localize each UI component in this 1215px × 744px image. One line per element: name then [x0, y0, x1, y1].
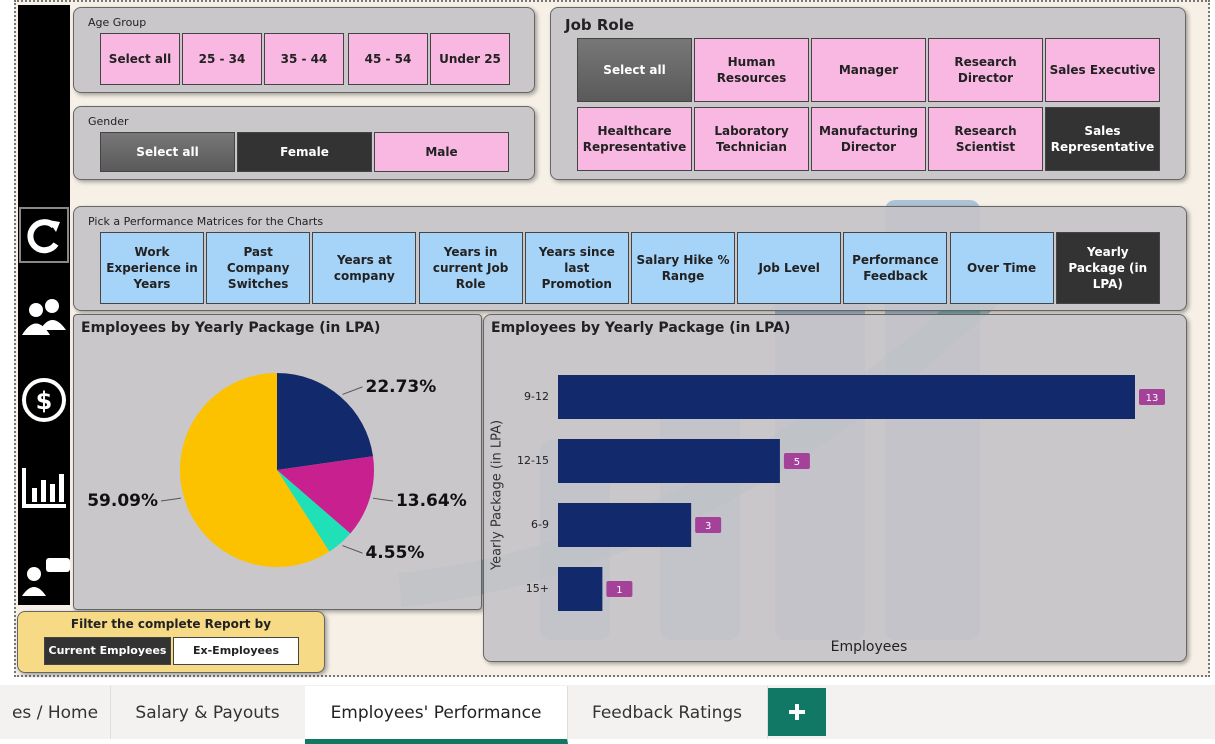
add-tab[interactable] [768, 688, 826, 736]
slicer-button[interactable]: Past Company Switches [206, 232, 311, 304]
slicer-button[interactable]: Male [374, 132, 509, 172]
bar [558, 503, 692, 547]
slicer-button[interactable]: Under 25 [430, 33, 510, 85]
slicer-button[interactable]: 45 - 54 [348, 33, 428, 85]
slicer-button[interactable]: Job Level [737, 232, 842, 304]
bar [558, 439, 780, 483]
slicer-button[interactable]: Ex-Employees [173, 637, 299, 665]
y-tick-label: 6-9 [531, 518, 549, 531]
tab-bar [0, 685, 1215, 739]
filter-title: Filter the complete Report by [70, 617, 272, 631]
slicer-button[interactable]: Current Employees [44, 637, 171, 665]
data-label: 1 [616, 585, 622, 596]
data-label: 59.09% [87, 491, 158, 511]
slicer-button[interactable]: Female [237, 132, 372, 172]
slicer-title: Job Role [565, 16, 635, 34]
chart-title: Employees by Yearly Package (in LPA) [491, 320, 790, 336]
slicer-button[interactable]: Over Time [949, 232, 1054, 304]
slicer-button[interactable]: Yearly Package (in LPA) [1055, 232, 1160, 304]
slicer-button[interactable]: Research Director [928, 38, 1043, 102]
slicer-button[interactable]: 25 - 34 [182, 33, 262, 85]
page-tab[interactable]: Employees' Performance [305, 686, 568, 744]
leader-line [342, 545, 363, 554]
slicer-button[interactable]: Sales Executive [1045, 38, 1160, 102]
slicer-button[interactable]: Laboratory Technician [694, 107, 809, 171]
leader-line [160, 497, 182, 502]
slicer-button[interactable]: Years since last Promotion [524, 232, 629, 304]
slicer-button[interactable]: Manufacturing Director [811, 107, 926, 171]
pie-slice [277, 470, 351, 552]
slicer-title: Age Group [88, 16, 147, 29]
page-tab[interactable]: Salary & Payouts [110, 686, 306, 739]
slicer-button[interactable]: Select all [100, 132, 235, 172]
leader-line [342, 386, 363, 395]
y-axis-title: Yearly Package (in LPA) [490, 420, 505, 571]
slicer-button[interactable]: Years at company [312, 232, 417, 304]
chart-title: Employees by Yearly Package (in LPA) [81, 320, 380, 336]
charts: Employees by Yearly Package (in LPA) 22.7… [81, 320, 1165, 655]
svg-text:$: $ [36, 387, 53, 415]
slicer-button[interactable]: Manager [811, 38, 926, 102]
slicer-button[interactable]: Select all [100, 33, 180, 85]
slicer-button[interactable]: Select all [577, 38, 692, 102]
slicer-button[interactable]: Human Resources [694, 38, 809, 102]
data-label: 13 [1146, 393, 1159, 404]
slicer-button[interactable]: Performance Feedback [843, 232, 948, 304]
label-badge [783, 453, 810, 469]
pie-slice [179, 373, 330, 567]
bar [558, 567, 603, 611]
slicer-button[interactable]: Salary Hike % Range [631, 232, 735, 304]
page-tab[interactable]: Feedback Ratings [567, 686, 768, 739]
label-badge [1139, 389, 1165, 405]
y-tick-label: 12-15 [517, 454, 549, 467]
slicer-button[interactable]: Work Experience in Years [100, 232, 204, 304]
slicer-title: Gender [88, 115, 129, 128]
label-badge [695, 517, 722, 533]
page-tab[interactable]: es / Home [0, 686, 111, 739]
slicer-title: Pick a Performance Matrices for the Char… [88, 215, 324, 228]
data-label: 5 [794, 457, 800, 468]
bar [558, 375, 1135, 419]
data-label: 3 [705, 521, 711, 532]
slicer-button[interactable]: Years in current Job Role [418, 232, 523, 304]
data-label: 13.64% [396, 491, 467, 511]
leader-line [372, 497, 394, 502]
pie-slice [277, 456, 374, 534]
pie-slice [277, 373, 374, 470]
slicer-button[interactable]: 35 - 44 [264, 33, 344, 85]
data-label: 4.55% [365, 543, 424, 563]
y-tick-label: 9-12 [524, 390, 549, 403]
slicer-button[interactable]: Healthcare Representative [577, 107, 692, 171]
slicer-button[interactable]: Sales Representative [1045, 107, 1160, 171]
data-label: 22.73% [365, 377, 436, 397]
plus-icon [789, 704, 805, 720]
x-axis-title: Employees [831, 639, 908, 655]
y-tick-label: 15+ [526, 582, 549, 595]
slicer-button[interactable]: Research Scientist [928, 107, 1043, 171]
label-badge [606, 581, 633, 597]
